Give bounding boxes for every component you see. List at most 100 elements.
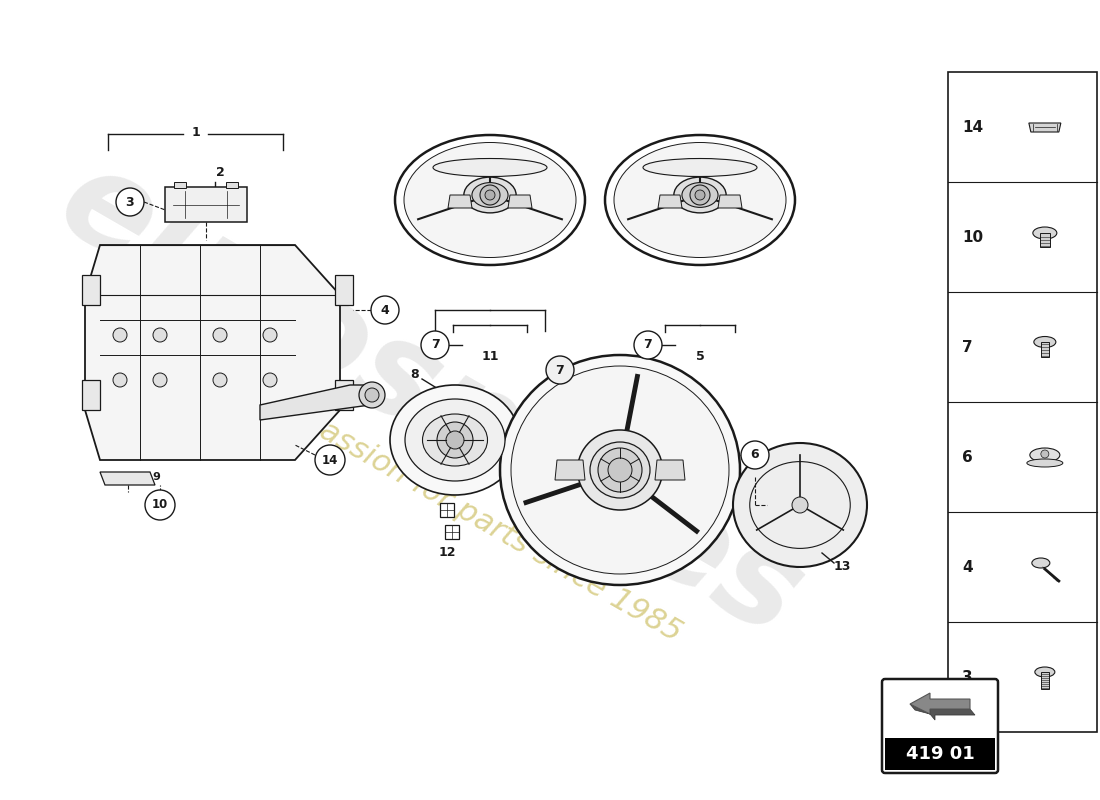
Ellipse shape	[733, 443, 867, 567]
Polygon shape	[718, 195, 743, 208]
Polygon shape	[85, 245, 340, 460]
Bar	[886, 738, 996, 770]
Text: 13: 13	[834, 561, 851, 574]
Circle shape	[213, 373, 227, 387]
Circle shape	[634, 331, 662, 359]
Bar	[446, 525, 459, 539]
Ellipse shape	[644, 158, 757, 177]
Text: 6: 6	[750, 449, 759, 462]
Polygon shape	[448, 195, 472, 208]
Bar	[82, 275, 100, 305]
Ellipse shape	[1035, 667, 1055, 677]
Text: 7: 7	[556, 363, 564, 377]
Circle shape	[480, 185, 501, 205]
Text: 14: 14	[962, 119, 983, 134]
Circle shape	[690, 185, 710, 205]
Circle shape	[446, 431, 464, 449]
Polygon shape	[910, 704, 975, 720]
Circle shape	[437, 422, 473, 458]
Ellipse shape	[578, 430, 662, 510]
Text: 14: 14	[322, 454, 338, 466]
Polygon shape	[1028, 123, 1060, 132]
Ellipse shape	[1030, 448, 1059, 462]
Ellipse shape	[422, 414, 487, 466]
Bar	[1041, 672, 1048, 689]
Polygon shape	[260, 385, 370, 420]
Text: 9: 9	[152, 472, 160, 482]
Bar	[82, 380, 100, 410]
Circle shape	[485, 190, 495, 200]
Text: 8: 8	[410, 369, 419, 382]
Ellipse shape	[390, 385, 520, 495]
Bar	[336, 275, 353, 305]
Text: 3: 3	[125, 195, 134, 209]
Ellipse shape	[1026, 459, 1063, 467]
Ellipse shape	[464, 177, 516, 213]
Circle shape	[608, 458, 632, 482]
Ellipse shape	[500, 355, 740, 585]
Ellipse shape	[404, 142, 576, 258]
Text: 12: 12	[438, 546, 455, 558]
Text: 3: 3	[962, 670, 972, 685]
Text: 11: 11	[482, 350, 498, 363]
Polygon shape	[658, 195, 682, 208]
Ellipse shape	[1034, 337, 1056, 347]
Text: a passion for parts since 1985: a passion for parts since 1985	[273, 392, 686, 648]
Ellipse shape	[590, 442, 650, 498]
Polygon shape	[654, 460, 685, 480]
Circle shape	[365, 388, 380, 402]
Bar	[336, 380, 353, 410]
Text: 1: 1	[191, 126, 200, 138]
Text: 4: 4	[962, 559, 972, 574]
Circle shape	[695, 190, 705, 200]
Text: 7: 7	[644, 338, 652, 351]
Circle shape	[116, 188, 144, 216]
Ellipse shape	[682, 182, 718, 207]
Bar	[174, 182, 186, 188]
Text: 7: 7	[430, 338, 439, 351]
Polygon shape	[100, 472, 155, 485]
Ellipse shape	[512, 366, 729, 574]
Circle shape	[213, 328, 227, 342]
Text: 6: 6	[962, 450, 972, 465]
Ellipse shape	[674, 177, 726, 213]
Ellipse shape	[405, 399, 505, 481]
Circle shape	[153, 373, 167, 387]
Circle shape	[792, 497, 808, 513]
Bar	[948, 72, 1097, 732]
Circle shape	[315, 445, 345, 475]
Bar	[440, 503, 454, 517]
Text: eurospares: eurospares	[36, 136, 823, 664]
Ellipse shape	[614, 142, 786, 258]
Ellipse shape	[1032, 558, 1049, 568]
Bar	[1040, 233, 1049, 247]
Text: 10: 10	[152, 498, 168, 511]
Circle shape	[598, 448, 642, 492]
Polygon shape	[508, 195, 532, 208]
Text: 5: 5	[695, 350, 704, 363]
Bar	[226, 182, 238, 188]
Circle shape	[263, 373, 277, 387]
Circle shape	[113, 328, 127, 342]
Ellipse shape	[1033, 227, 1057, 239]
Polygon shape	[556, 460, 585, 480]
Polygon shape	[165, 187, 248, 222]
Polygon shape	[910, 693, 970, 714]
Ellipse shape	[433, 158, 547, 177]
Circle shape	[546, 356, 574, 384]
Text: 2: 2	[216, 166, 224, 179]
Circle shape	[421, 331, 449, 359]
Circle shape	[371, 296, 399, 324]
Text: 7: 7	[962, 339, 972, 354]
Circle shape	[145, 490, 175, 520]
Bar	[1041, 342, 1048, 357]
Ellipse shape	[472, 182, 508, 207]
Text: 419 01: 419 01	[905, 745, 975, 763]
Circle shape	[741, 441, 769, 469]
Circle shape	[153, 328, 167, 342]
Text: 10: 10	[962, 230, 983, 245]
Circle shape	[113, 373, 127, 387]
Circle shape	[359, 382, 385, 408]
Circle shape	[1041, 450, 1048, 458]
Circle shape	[263, 328, 277, 342]
